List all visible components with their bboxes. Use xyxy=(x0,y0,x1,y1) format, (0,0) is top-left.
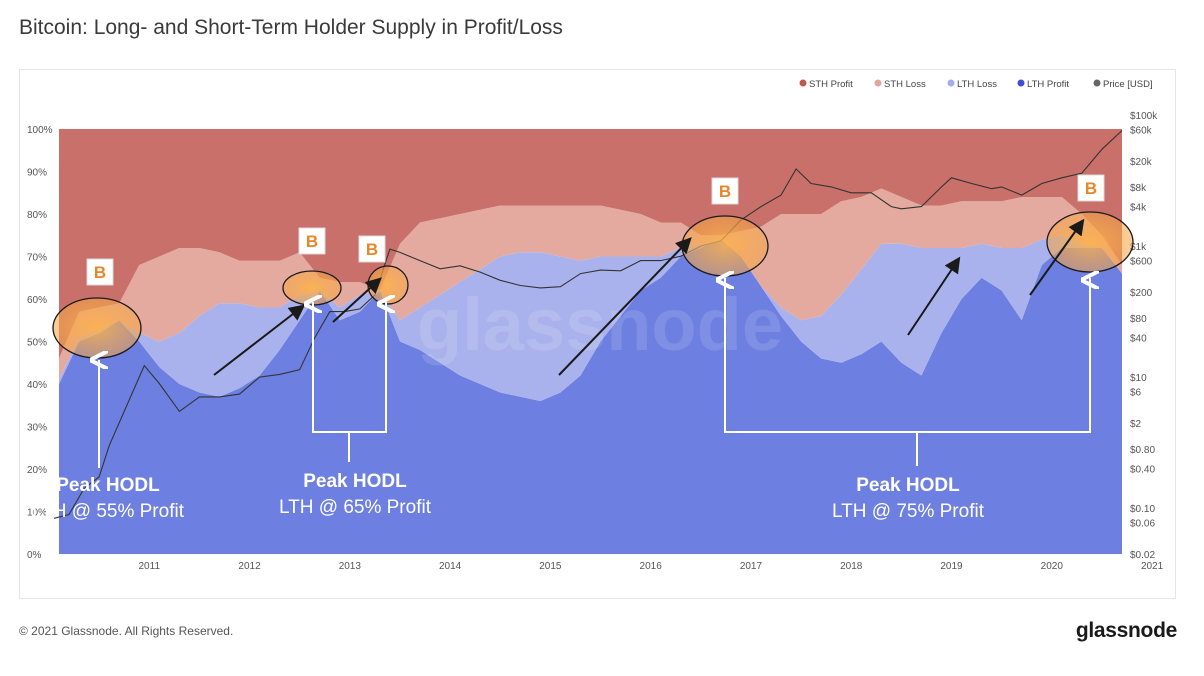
badge-b: B xyxy=(298,227,326,255)
highlight-ellipse xyxy=(282,270,342,306)
chart-frame: STH Profit STH Loss LTH Loss LTH Profit Pric… xyxy=(19,69,1176,599)
badge-letter: B xyxy=(306,232,318,251)
y-tick-label: 70% xyxy=(27,253,47,264)
area-sth-loss xyxy=(59,188,1122,380)
badge-box xyxy=(711,177,739,205)
legend-marker xyxy=(1017,79,1025,87)
badge-b: B xyxy=(86,258,114,286)
badge-box xyxy=(358,235,386,263)
peak-hodl-subtitle: LTH @ 55% Profit xyxy=(32,501,185,522)
trend-arrow xyxy=(907,256,961,336)
badge-box xyxy=(86,258,114,286)
chart-svg: STH Profit STH Loss LTH Loss LTH Profit Pric… xyxy=(27,79,1164,572)
peak-hodl-subtitle: LTH @ 65% Profit xyxy=(279,497,432,518)
price-line xyxy=(54,130,1123,519)
price-tick-label: $0.10 xyxy=(1130,504,1155,515)
y-tick-label: 40% xyxy=(27,380,47,391)
price-tick-label: $6 xyxy=(1130,388,1142,399)
glassnode-logo: glassnode xyxy=(1075,619,1177,642)
x-tick-label: 2015 xyxy=(539,561,562,572)
badge-b: B xyxy=(711,177,739,205)
price-tick-label: $600 xyxy=(1130,257,1153,268)
y-tick-label: 80% xyxy=(27,210,47,221)
highlight-ellipse xyxy=(1046,211,1134,273)
price-tick-label: $0.02 xyxy=(1130,550,1155,561)
legend-label: LTH Profit xyxy=(1027,79,1069,90)
y-tick-label: 90% xyxy=(27,168,47,179)
legend-marker xyxy=(947,79,955,87)
y-tick-label: 0% xyxy=(27,550,42,561)
x-tick-label: 2016 xyxy=(640,561,663,572)
badge-letter: B xyxy=(719,182,731,201)
x-axis: 2011 2012 2013 2014 2015 2016 2017 2018 2019 2020… xyxy=(139,561,1164,572)
y-tick-label: 50% xyxy=(27,338,47,349)
badge-box xyxy=(298,227,326,255)
price-tick-label: $0.80 xyxy=(1130,445,1155,456)
y-tick-label: 60% xyxy=(27,295,47,306)
peak-hodl-subtitle: LTH @ 75% Profit xyxy=(832,501,985,522)
trend-arrow xyxy=(213,304,306,376)
x-tick-label: 2014 xyxy=(439,561,462,572)
area-lth-loss xyxy=(59,235,1122,401)
x-tick-label: 2011 xyxy=(139,561,161,572)
x-tick-label: 2020 xyxy=(1041,561,1064,572)
area-lth-profit xyxy=(59,239,1122,554)
price-tick-label: $2 xyxy=(1130,419,1142,430)
price-tick-label: $4k xyxy=(1130,203,1147,214)
badge-b: B xyxy=(1077,174,1105,202)
price-tick-label: $8k xyxy=(1130,183,1147,194)
area-layers xyxy=(59,129,1122,554)
annotations: B B B B B Peak HODL LTH @ 55% Profit Peak HODL L… xyxy=(32,174,1134,522)
legend-marker xyxy=(874,79,882,87)
x-tick-label: 2018 xyxy=(840,561,863,572)
legend-label: STH Profit xyxy=(809,79,853,90)
x-tick-label: 2021 xyxy=(1141,561,1164,572)
badge-letter: B xyxy=(1085,179,1097,198)
trend-arrow xyxy=(332,277,382,323)
highlight-ellipse xyxy=(52,297,142,359)
price-tick-label: $80 xyxy=(1130,314,1147,325)
peak-hodl-title: Peak HODL xyxy=(56,475,160,496)
legend-marker xyxy=(1093,79,1101,87)
x-tick-label: 2017 xyxy=(740,561,763,572)
legend: STH Profit STH Loss LTH Loss LTH Profit Pric… xyxy=(799,79,1153,90)
price-tick-label: $100k xyxy=(1130,111,1158,122)
price-tick-label: $60k xyxy=(1130,126,1153,137)
price-tick-label: $40 xyxy=(1130,334,1147,345)
peak-hodl-title: Peak HODL xyxy=(303,471,407,492)
x-tick-label: 2019 xyxy=(940,561,963,572)
legend-label: LTH Loss xyxy=(957,79,997,90)
chart-title: Bitcoin: Long- and Short-Term Holder Sup… xyxy=(19,16,563,39)
badge-letter: B xyxy=(366,240,378,259)
trend-arrow xyxy=(1029,218,1085,296)
price-tick-label: $10 xyxy=(1130,373,1147,384)
price-line-group xyxy=(54,130,1123,519)
x-tick-label: 2012 xyxy=(238,561,261,572)
legend-label: STH Loss xyxy=(884,79,926,90)
y-axis-right: $0.02 $0.06 $0.10 $0.40 $0.80 $2 $6 $10 $40 $80 $2… xyxy=(1130,111,1158,561)
price-tick-label: $20k xyxy=(1130,157,1153,168)
highlight-ellipse xyxy=(681,215,769,277)
y-tick-label: 100% xyxy=(27,125,53,136)
watermark: glassnode xyxy=(417,283,783,366)
y-tick-label: 30% xyxy=(27,423,47,434)
x-tick-label: 2013 xyxy=(339,561,362,572)
badge-letter: B xyxy=(94,263,106,282)
copyright: © 2021 Glassnode. All Rights Reserved. xyxy=(19,624,234,638)
legend-marker xyxy=(799,79,807,87)
peak-hodl-title: Peak HODL xyxy=(856,475,960,496)
y-tick-label: 20% xyxy=(27,465,47,476)
price-tick-label: $200 xyxy=(1130,288,1153,299)
badge-box xyxy=(1077,174,1105,202)
area-sth-profit xyxy=(59,129,1122,359)
price-tick-label: $0.06 xyxy=(1130,519,1155,530)
badge-b: B xyxy=(358,235,386,263)
y-tick-label: 10% xyxy=(27,508,47,519)
legend-label: Price [USD] xyxy=(1103,79,1153,90)
y-axis-left: 0% 10% 20% 30% 40% 50% 60% 70% 80% 90% 100% xyxy=(27,125,53,561)
price-tick-label: $0.40 xyxy=(1130,465,1155,476)
price-tick-label: $1k xyxy=(1130,242,1147,253)
trend-arrow xyxy=(558,237,692,376)
